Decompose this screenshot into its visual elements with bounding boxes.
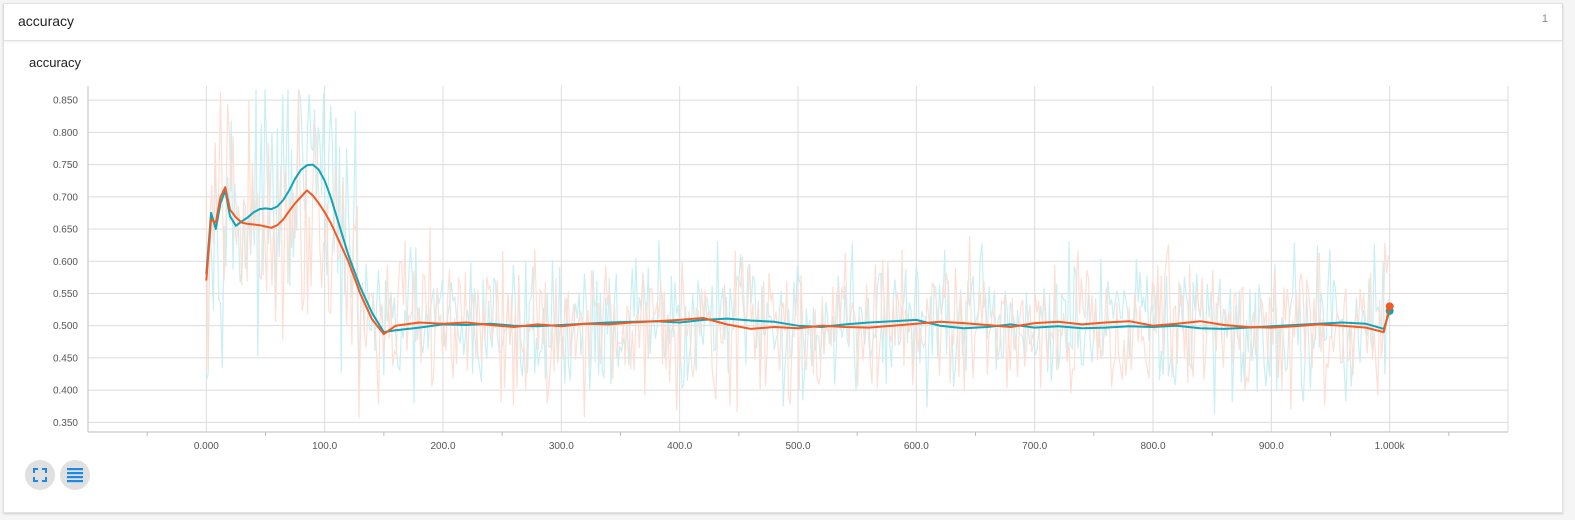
y-tick-label: 0.450	[53, 353, 78, 364]
x-tick-label: 1.000k	[1375, 441, 1406, 452]
series-endpoint	[1385, 302, 1394, 311]
x-tick-label: 300.0	[549, 441, 574, 452]
card-run-count: 1	[1541, 13, 1548, 25]
x-tick-label: 200.0	[430, 441, 455, 452]
y-tick-label: 0.750	[53, 160, 78, 171]
y-tick-label: 0.600	[53, 257, 78, 268]
fullscreen-icon	[33, 468, 47, 482]
toggle-y-log-button[interactable]	[60, 460, 90, 490]
y-tick-label: 0.550	[53, 289, 78, 300]
chart-title: accuracy	[29, 55, 82, 70]
raw-series-line	[205, 89, 1390, 419]
smoothed-series-line	[205, 163, 1391, 334]
x-tick-label: 900.0	[1259, 441, 1284, 452]
list-icon	[67, 468, 83, 483]
x-tick-label: 700.0	[1022, 441, 1047, 452]
x-tick-label: 500.0	[785, 441, 810, 452]
card-title: accuracy	[18, 13, 75, 29]
x-tick-label: 800.0	[1140, 441, 1165, 452]
y-tick-label: 0.850	[53, 96, 78, 107]
fit-domain-button[interactable]	[25, 460, 55, 490]
x-tick-label: 400.0	[667, 441, 692, 452]
y-tick-label: 0.350	[53, 418, 78, 429]
card-header[interactable]: accuracy 1	[4, 4, 1562, 41]
y-tick-label: 0.500	[53, 321, 78, 332]
y-tick-label: 0.700	[53, 192, 78, 203]
x-tick-label: 100.0	[312, 441, 337, 452]
x-tick-label: 600.0	[904, 441, 929, 452]
smoothed-series-line	[205, 186, 1391, 336]
y-tick-label: 0.800	[53, 128, 78, 139]
x-tick-label: 0.000	[194, 441, 219, 452]
y-tick-label: 0.650	[53, 225, 78, 236]
y-tick-label: 0.400	[53, 386, 78, 397]
raw-series-line	[205, 89, 1390, 415]
